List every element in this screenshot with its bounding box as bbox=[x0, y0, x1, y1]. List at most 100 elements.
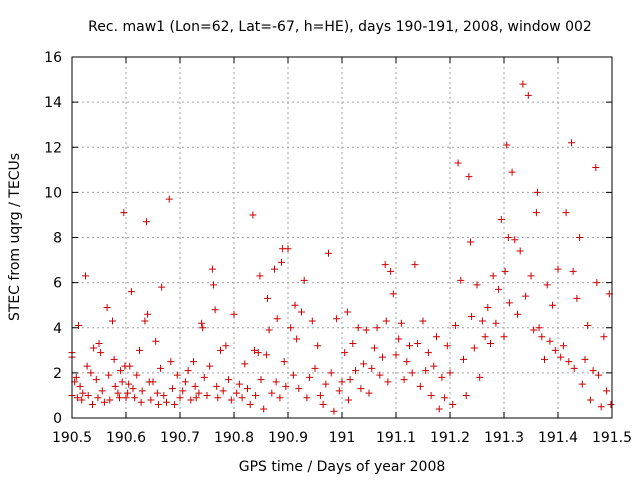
data-point bbox=[524, 91, 532, 99]
data-point bbox=[149, 378, 157, 386]
data-point bbox=[384, 378, 392, 386]
data-point bbox=[522, 292, 530, 300]
data-point bbox=[516, 247, 524, 255]
data-point bbox=[168, 385, 176, 393]
data-point bbox=[295, 385, 303, 393]
data-point bbox=[173, 371, 181, 379]
data-point bbox=[416, 382, 424, 390]
data-point bbox=[607, 400, 615, 408]
data-point bbox=[400, 376, 408, 384]
data-point bbox=[131, 394, 139, 402]
data-point bbox=[557, 353, 565, 361]
data-point bbox=[319, 400, 327, 408]
data-point bbox=[457, 276, 465, 284]
data-point bbox=[291, 301, 299, 309]
x-tick-label: 191 bbox=[329, 430, 356, 446]
data-point bbox=[293, 335, 301, 343]
data-point bbox=[327, 369, 335, 377]
data-point bbox=[287, 324, 295, 332]
data-point bbox=[530, 326, 538, 334]
data-point bbox=[505, 299, 513, 307]
data-point bbox=[89, 400, 97, 408]
x-tick-label: 191.2 bbox=[430, 430, 470, 446]
data-point bbox=[346, 376, 354, 384]
data-point bbox=[276, 394, 284, 402]
data-point bbox=[581, 355, 589, 363]
data-point bbox=[118, 378, 126, 386]
data-point bbox=[157, 364, 165, 372]
data-point bbox=[365, 389, 373, 397]
data-point bbox=[200, 373, 208, 381]
x-axis-label: GPS time / Days of year 2008 bbox=[239, 459, 446, 475]
data-point bbox=[508, 168, 516, 176]
y-tick-label: 10 bbox=[44, 185, 62, 201]
data-point bbox=[167, 358, 175, 366]
data-point bbox=[257, 376, 265, 384]
data-point bbox=[213, 382, 221, 390]
data-point bbox=[254, 349, 262, 357]
data-point bbox=[414, 340, 422, 348]
data-point bbox=[360, 360, 368, 368]
data-point bbox=[87, 369, 95, 377]
y-tick-label: 16 bbox=[44, 50, 62, 66]
data-point bbox=[109, 317, 116, 325]
data-point bbox=[368, 364, 376, 372]
data-point bbox=[100, 398, 108, 406]
data-point bbox=[427, 391, 435, 399]
data-point bbox=[435, 405, 443, 413]
x-tick-label: 191.3 bbox=[484, 430, 524, 446]
data-point bbox=[126, 362, 134, 370]
data-point bbox=[252, 391, 260, 399]
data-point bbox=[249, 211, 257, 219]
data-point bbox=[79, 389, 87, 397]
data-point bbox=[187, 396, 195, 404]
data-point bbox=[217, 346, 224, 354]
data-point bbox=[395, 335, 403, 343]
data-point bbox=[129, 385, 137, 393]
data-point bbox=[152, 337, 160, 345]
data-point bbox=[392, 351, 400, 359]
data-point bbox=[570, 364, 578, 372]
data-point bbox=[114, 389, 122, 397]
data-point bbox=[198, 319, 206, 327]
data-point bbox=[481, 333, 489, 341]
data-point bbox=[256, 272, 264, 280]
y-tick-labels: 0 2 4 6 8 10 12 14 16 bbox=[44, 50, 62, 427]
data-point bbox=[576, 234, 584, 241]
x-tick-label: 191.4 bbox=[538, 430, 578, 446]
data-point bbox=[338, 378, 346, 386]
data-point bbox=[181, 378, 189, 386]
data-point bbox=[484, 303, 492, 311]
data-point bbox=[373, 324, 381, 332]
data-point bbox=[195, 389, 203, 397]
data-point bbox=[116, 394, 124, 402]
y-axis-label: STEC from uqrg / TECUs bbox=[7, 153, 23, 321]
data-point bbox=[406, 342, 413, 350]
data-point bbox=[533, 188, 541, 196]
data-point bbox=[511, 236, 519, 244]
data-point bbox=[468, 312, 476, 320]
data-point bbox=[387, 267, 395, 275]
data-point bbox=[176, 394, 184, 402]
data-point bbox=[244, 385, 251, 393]
data-point bbox=[154, 400, 162, 408]
y-tick-label: 12 bbox=[44, 140, 62, 156]
data-point bbox=[535, 324, 543, 332]
data-point bbox=[449, 400, 457, 408]
data-point bbox=[303, 394, 311, 402]
data-point bbox=[127, 288, 135, 296]
data-point bbox=[211, 306, 219, 314]
data-point bbox=[586, 396, 594, 404]
data-point bbox=[322, 380, 330, 388]
data-point bbox=[478, 317, 486, 325]
y-tick-label: 8 bbox=[53, 231, 62, 247]
data-point bbox=[397, 319, 405, 327]
data-point bbox=[549, 301, 557, 309]
data-point bbox=[265, 326, 273, 334]
data-point bbox=[476, 373, 484, 381]
data-point bbox=[497, 215, 505, 223]
data-point bbox=[592, 164, 600, 172]
grid-lines bbox=[72, 57, 612, 418]
data-point bbox=[124, 389, 132, 397]
